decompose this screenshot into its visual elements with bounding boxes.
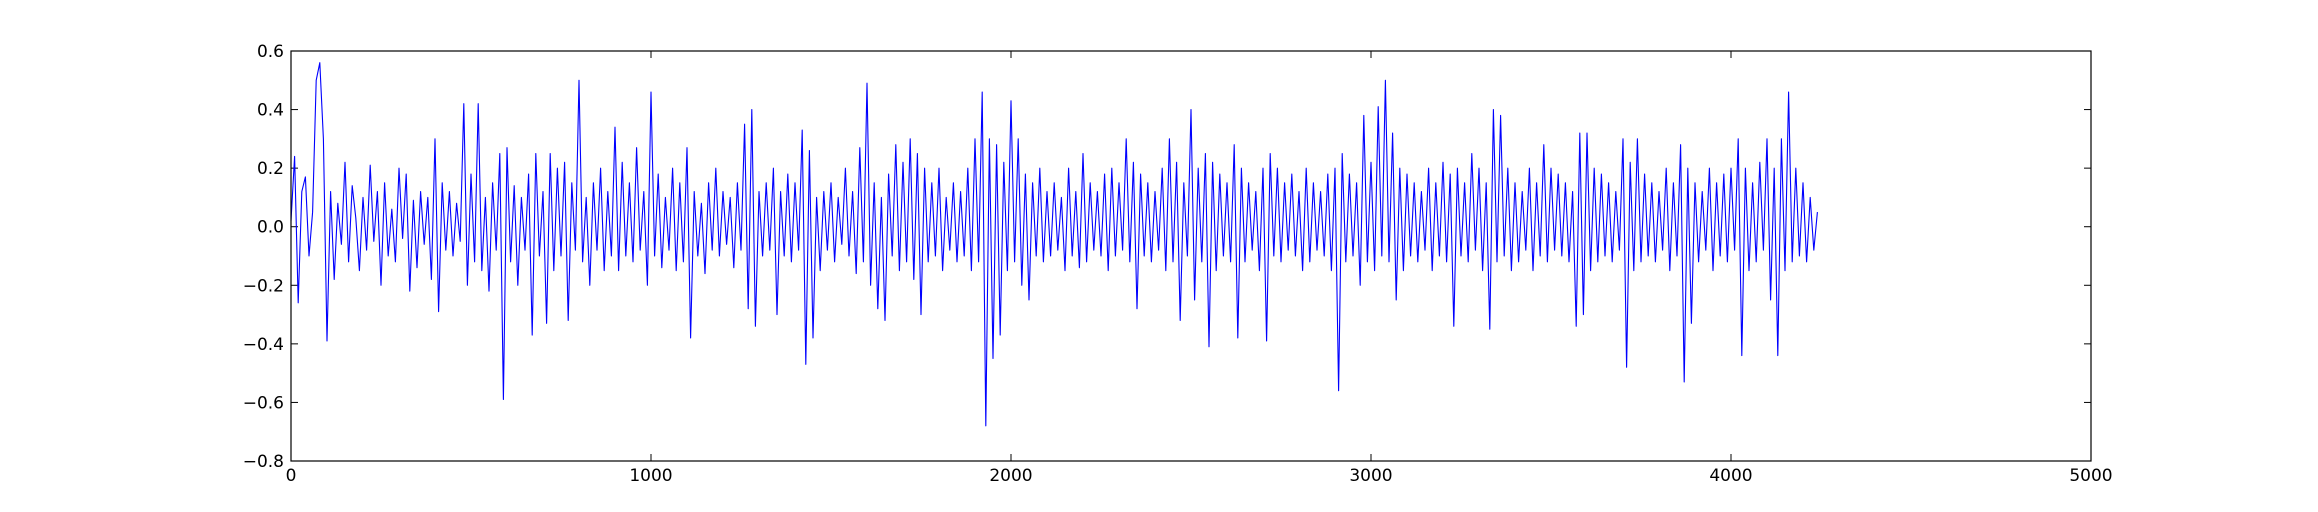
x-tick-label: 3000 (1349, 466, 1392, 486)
y-tick-label: −0.6 (243, 393, 284, 413)
y-tick-label: −0.2 (243, 276, 284, 296)
x-tick-label: 0 (286, 466, 297, 486)
y-tick-label: 0.0 (257, 218, 284, 238)
series-line (290, 62, 1818, 427)
x-tick-label: 5000 (2069, 466, 2112, 486)
x-tick-label: 4000 (1709, 466, 1752, 486)
y-tick-label: −0.4 (243, 335, 284, 355)
plot-area-frame (290, 50, 2092, 462)
x-tick-label: 1000 (629, 466, 672, 486)
x-axis-ticks: 0 1000 2000 3000 4000 5000 (286, 51, 2113, 486)
y-tick-label: 0.6 (257, 42, 284, 62)
y-tick-label: 0.4 (257, 101, 284, 121)
y-tick-label: −0.8 (243, 452, 284, 472)
x-tick-label: 2000 (989, 466, 1032, 486)
y-axis-ticks: 0.6 0.4 0.2 0.0 −0.2 −0.4 −0.6 −0.8 (243, 42, 2091, 472)
y-tick-label: 0.2 (257, 159, 284, 179)
